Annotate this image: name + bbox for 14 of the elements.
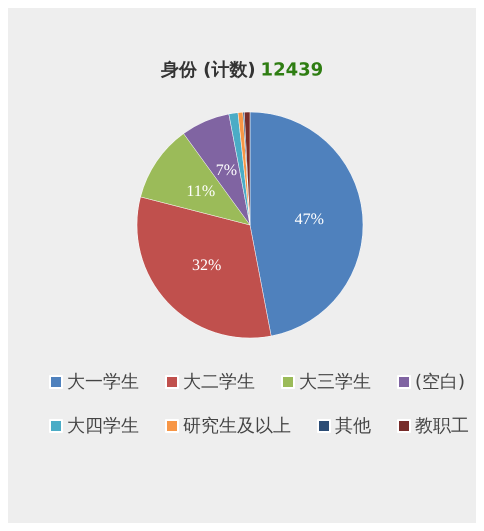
chart-title: 身份 (计数) — [160, 60, 256, 80]
legend-label: 大一学生 — [67, 372, 139, 392]
legend-label: 其他 — [335, 416, 371, 436]
legend-label: 大三学生 — [299, 372, 371, 392]
chart-subtitle: 12439 — [260, 60, 324, 80]
data-label: 32% — [192, 257, 222, 274]
legend-label: 教职工 — [415, 416, 469, 436]
data-label: 11% — [186, 183, 216, 200]
data-label: 7% — [216, 162, 238, 179]
legend-label: 大二学生 — [183, 372, 255, 392]
legend-label: 研究生及以上 — [183, 416, 291, 436]
legend-label: 大四学生 — [67, 416, 139, 436]
data-label: 47% — [294, 210, 324, 228]
legend-label: (空白) — [415, 372, 466, 392]
